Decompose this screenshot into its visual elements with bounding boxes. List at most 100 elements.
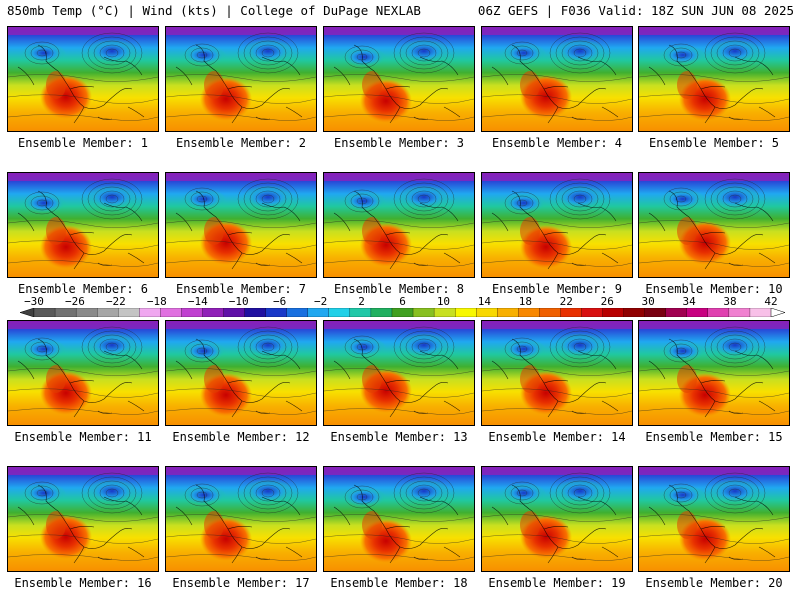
ensemble-member-label: Ensemble Member: 2 [175, 136, 307, 150]
colorbar-swatch [497, 308, 519, 317]
colorbar-swatch [33, 308, 56, 317]
colorbar-swatch [665, 308, 688, 317]
colorbar-swatch [286, 308, 309, 317]
page-header: 850mb Temp (°C) | Wind (kts) | College o… [0, 0, 800, 22]
ensemble-member-label: Ensemble Member: 9 [491, 282, 623, 296]
colorbar-swatch [160, 308, 182, 317]
colorbar-swatch [391, 308, 414, 317]
ensemble-member-label: Ensemble Member: 5 [648, 136, 780, 150]
colorbar-swatch [328, 308, 351, 317]
ensemble-map [7, 26, 159, 132]
colorbar-swatch [728, 308, 751, 317]
ensemble-map [481, 320, 633, 426]
ensemble-member-label: Ensemble Member: 13 [330, 430, 468, 444]
colorbar-swatch [412, 308, 435, 317]
ensemble-map [7, 466, 159, 572]
ensemble-map [323, 172, 475, 278]
ensemble-panel: Ensemble Member: 2 [165, 26, 317, 159]
colorbar-swatch [307, 308, 330, 317]
ensemble-map [165, 26, 317, 132]
colorbar-swatch [118, 308, 140, 317]
ensemble-panel: Ensemble Member: 15 [638, 320, 790, 453]
ensemble-panel: Ensemble Member: 8 [323, 172, 475, 305]
ensemble-panel: Ensemble Member: 14 [481, 320, 633, 453]
colorbar-tick-label: −6 [273, 295, 287, 308]
ensemble-map [7, 172, 159, 278]
header-title: 850mb Temp (°C) | Wind (kts) | College o… [7, 3, 421, 18]
colorbar-swatch [349, 308, 372, 317]
ensemble-panel: Ensemble Member: 17 [165, 466, 317, 599]
ensemble-map [638, 172, 790, 278]
ensemble-member-label: Ensemble Member: 16 [14, 576, 152, 590]
colorbar-swatch [518, 308, 540, 317]
ensemble-panel: Ensemble Member: 16 [7, 466, 159, 599]
colorbar-swatch [602, 308, 625, 317]
ensemble-member-label: Ensemble Member: 14 [488, 430, 626, 444]
colorbar-swatch [433, 308, 456, 317]
header-run-info: 06Z GEFS | F036 Valid: 18Z SUN JUN 08 20… [477, 3, 794, 18]
colorbar-tick-label: −22 [105, 295, 126, 308]
temperature-colorbar: −30 −26 −22 −18 −14 −10 −6 −2 2 6 10 14 18 22 26 30 34 38… [20, 296, 785, 318]
ensemble-member-label: Ensemble Member: 11 [14, 430, 152, 444]
colorbar-swatch [770, 308, 785, 317]
ensemble-map [323, 320, 475, 426]
ensemble-panel: Ensemble Member: 9 [481, 172, 633, 305]
colorbar-tick-label: 10 [436, 295, 451, 308]
ensemble-map [481, 466, 633, 572]
colorbar-tick-label: −2 [313, 295, 328, 308]
ensemble-panel: Ensemble Member: 12 [165, 320, 317, 453]
colorbar-tick-label: 30 [641, 295, 655, 308]
colorbar-swatch [581, 308, 604, 317]
colorbar-swatch [202, 308, 225, 317]
ensemble-map [638, 320, 790, 426]
ensemble-panel: Ensemble Member: 20 [638, 466, 790, 599]
colorbar-swatch [686, 308, 709, 317]
colorbar-scale [20, 308, 785, 317]
colorbar-tick-label: 38 [723, 295, 737, 308]
colorbar-tick-labels: −30 −26 −22 −18 −14 −10 −6 −2 2 6 10 14 18 22 26 30 34 38… [20, 296, 785, 308]
ensemble-member-label: Ensemble Member: 12 [172, 430, 310, 444]
colorbar-swatch [139, 308, 161, 317]
ensemble-member-label: Ensemble Member: 15 [645, 430, 783, 444]
colorbar-tick-label: 14 [477, 295, 491, 308]
ensemble-member-label: Ensemble Member: 18 [330, 576, 468, 590]
ensemble-member-label: Ensemble Member: 3 [333, 136, 465, 150]
colorbar-swatch [707, 308, 730, 317]
colorbar-swatch [749, 308, 772, 317]
colorbar-tick-label: −18 [146, 295, 167, 308]
ensemble-map [7, 320, 159, 426]
colorbar-swatch [97, 308, 119, 317]
colorbar-swatch [370, 308, 393, 317]
ensemble-member-label: Ensemble Member: 20 [645, 576, 783, 590]
colorbar-tick-label: −10 [228, 295, 249, 308]
ensemble-panel: Ensemble Member: 3 [323, 26, 475, 159]
colorbar-tick-label: 6 [399, 295, 406, 308]
colorbar-tick-label: 2 [358, 295, 365, 308]
ensemble-map [481, 26, 633, 132]
ensemble-panel: Ensemble Member: 4 [481, 26, 633, 159]
ensemble-member-label: Ensemble Member: 1 [17, 136, 149, 150]
colorbar-swatch [265, 308, 288, 317]
colorbar-tick-label: 18 [518, 295, 532, 308]
colorbar-swatch [20, 308, 35, 317]
ensemble-map [165, 466, 317, 572]
ensemble-map [323, 466, 475, 572]
ensemble-member-label: Ensemble Member: 8 [333, 282, 465, 296]
ensemble-member-label: Ensemble Member: 10 [645, 282, 783, 296]
ensemble-map [481, 172, 633, 278]
ensemble-panel: Ensemble Member: 6 [7, 172, 159, 305]
colorbar-swatch [75, 308, 98, 317]
ensemble-member-label: Ensemble Member: 7 [175, 282, 307, 296]
colorbar-tick-label: −30 [24, 295, 44, 308]
colorbar-tick-label: −26 [65, 295, 85, 308]
ensemble-member-label: Ensemble Member: 6 [17, 282, 149, 296]
colorbar-swatch [181, 308, 204, 317]
colorbar-swatch [54, 308, 77, 317]
ensemble-member-label: Ensemble Member: 19 [488, 576, 626, 590]
ensemble-panel: Ensemble Member: 11 [7, 320, 159, 453]
ensemble-panel: Ensemble Member: 19 [481, 466, 633, 599]
ensemble-map [165, 172, 317, 278]
colorbar-swatch [539, 308, 561, 317]
ensemble-map [638, 466, 790, 572]
ensemble-panel: Ensemble Member: 10 [638, 172, 790, 305]
